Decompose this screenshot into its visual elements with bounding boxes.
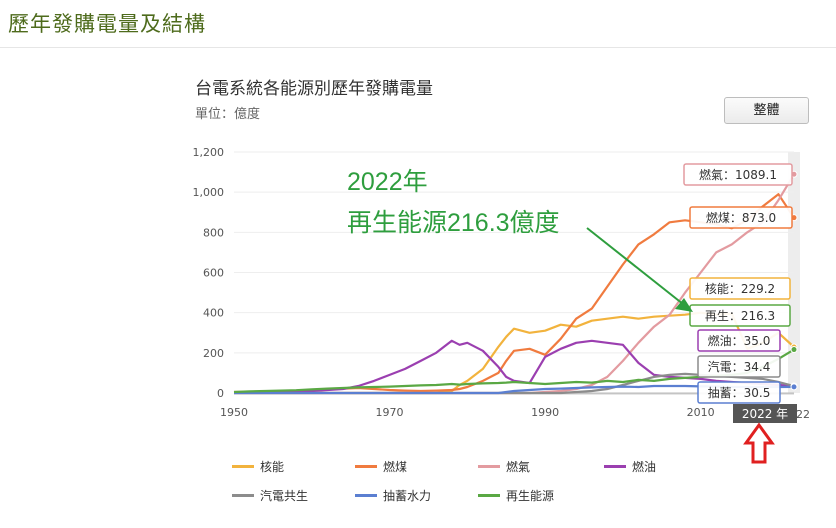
- legend-label: 抽蓄水力: [383, 489, 432, 503]
- x-tick-label-partial: 22: [796, 408, 810, 421]
- y-tick-label: 800: [203, 226, 224, 239]
- tooltip-label: 汽電：34.4: [708, 359, 771, 374]
- legend-label: 燃煤: [383, 460, 408, 474]
- y-tick-label: 600: [203, 267, 224, 280]
- legend-swatch: [232, 494, 254, 497]
- legend-swatch: [232, 465, 254, 468]
- legend-swatch: [604, 465, 626, 468]
- tooltip-box: [697, 329, 781, 352]
- red-arrow: [743, 422, 775, 464]
- view-all-button[interactable]: 整體: [724, 97, 809, 124]
- tooltip-box: [689, 304, 791, 327]
- series-line-抽蓄水力[interactable]: [234, 384, 795, 395]
- tooltip-box: [689, 206, 793, 229]
- legend-label: 核能: [260, 460, 285, 474]
- legend-swatch: [355, 494, 377, 497]
- series-line-再生能源[interactable]: [233, 348, 795, 394]
- y-tick-label: 400: [203, 307, 224, 320]
- legend-label: 燃油: [632, 460, 657, 474]
- y-tick-label: 1,200: [193, 146, 225, 159]
- legend-swatch: [355, 465, 377, 468]
- legend-swatch: [478, 465, 500, 468]
- annotation-arrow-head: [675, 298, 693, 312]
- tooltip-box: [697, 381, 781, 404]
- legend-label: 燃氣: [506, 460, 531, 474]
- point-再生能源[interactable]: [790, 346, 798, 354]
- tooltip-label: 燃煤：873.0: [706, 210, 776, 225]
- page-title: 歷年發購電量及結構: [8, 12, 206, 36]
- point-抽蓄水力[interactable]: [790, 383, 798, 391]
- chart-unit: 單位：億度: [195, 107, 261, 122]
- legend-label: 再生能源: [506, 489, 555, 503]
- annotation-arrow-line: [586, 227, 689, 309]
- tooltip-box: [697, 355, 781, 378]
- tooltip-label: 燃氣：1089.1: [699, 167, 777, 182]
- y-tick-label: 1,000: [193, 186, 225, 199]
- year-badge: [733, 404, 797, 423]
- x-tick-label: 1970: [376, 406, 404, 419]
- legend-swatch: [478, 494, 500, 497]
- annotation-year: 2022年: [347, 168, 428, 196]
- chart-title: 台電系統各能源別歷年發購電量: [195, 79, 433, 99]
- y-tick-label: 0: [217, 387, 224, 400]
- tooltip-label: 再生：216.3: [705, 309, 775, 323]
- x-tick-label: 1990: [531, 406, 559, 419]
- page-header: 歷年發購電量及結構: [0, 0, 836, 48]
- x-tick-label: 1950: [220, 406, 248, 419]
- x-tick-label: 2010: [687, 406, 715, 419]
- y-tick-label: 200: [203, 347, 224, 360]
- tooltip-label: 抽蓄：30.5: [708, 386, 771, 400]
- tooltip-label: 核能：229.2: [705, 282, 775, 296]
- tooltip-box: [689, 277, 791, 300]
- tooltip-label: 燃油：35.0: [708, 333, 771, 348]
- series-line-燃油[interactable]: [233, 339, 795, 394]
- year-badge-label: 2022 年: [742, 407, 788, 421]
- annotation-text: 再生能源216.3億度: [347, 209, 560, 237]
- tooltip-box: [683, 163, 793, 186]
- legend-label: 汽電共生: [260, 489, 309, 503]
